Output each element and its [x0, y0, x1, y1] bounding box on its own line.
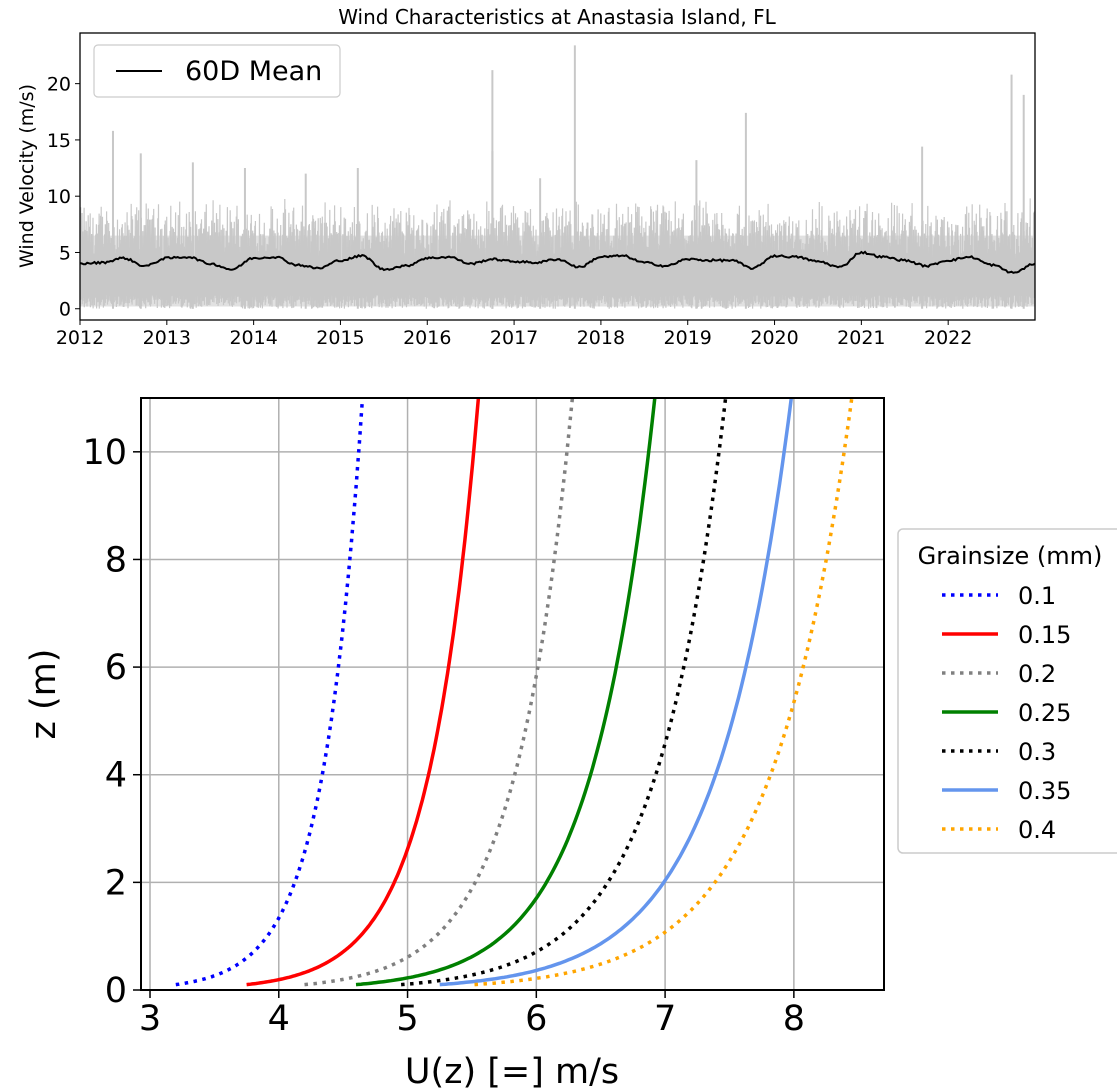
- bottom-x-tick-label: 3: [139, 999, 161, 1039]
- bottom-x-tick-label: 4: [268, 999, 290, 1039]
- bottom-axes-frame: [140, 397, 885, 991]
- bottom-x-tick-label: 8: [783, 999, 805, 1039]
- bottom-legend-title: Grainsize (mm): [918, 542, 1103, 570]
- series-grainsize-0-35: [439, 398, 794, 987]
- bottom-y-tick-label: 4: [105, 756, 127, 796]
- bottom-grid: [141, 398, 884, 991]
- series-grainsize-0-3: [400, 398, 728, 987]
- legend-label-0-3: 0.3: [1018, 738, 1056, 766]
- top-x-tick-label: 2014: [229, 327, 277, 349]
- top-legend-label: 60D Mean: [185, 56, 322, 87]
- top-x-tick-label: 2020: [750, 327, 798, 349]
- legend-label-0-35: 0.35: [1018, 777, 1071, 805]
- series-grainsize-0-15: [246, 398, 481, 987]
- series-grainsize-0-4: [474, 398, 854, 987]
- top-chart-title: Wind Characteristics at Anastasia Island…: [338, 5, 776, 29]
- bottom-y-axis-label: z (m): [24, 649, 64, 740]
- top-plot-area: [80, 45, 1035, 309]
- series-grainsize-0-25: [355, 398, 657, 987]
- top-y-axis-label: Wind Velocity (m/s): [16, 84, 38, 268]
- top-x-tick-label: 2013: [143, 327, 191, 349]
- series-grainsize-0-1: [175, 398, 365, 987]
- top-x-tick-label: 2015: [316, 327, 364, 349]
- legend-label-0-1: 0.1: [1018, 582, 1056, 610]
- series-grainsize-0-2: [304, 398, 575, 987]
- bottom-chart: 3 4 5 6 7 8 0 2 4 6 8 10 U(z) [=] m/s z (m) Grains…: [24, 397, 1117, 1090]
- bottom-legend-box: [897, 528, 1117, 854]
- series-60d-mean: [80, 250, 1035, 274]
- bottom-x-tick-label: 7: [654, 999, 676, 1039]
- top-x-tick-label: 2017: [490, 327, 538, 349]
- top-y-tick-label: 0: [59, 299, 71, 321]
- top-y-tick-label: 15: [47, 130, 71, 152]
- top-chart: Wind Characteristics at Anastasia Island…: [16, 5, 1036, 349]
- top-y-tick-label: 5: [59, 242, 71, 264]
- top-y-tick-label: 20: [47, 74, 71, 96]
- top-x-tick-label: 2022: [924, 327, 972, 349]
- raw-wind-series: [80, 198, 1035, 309]
- legend-label-0-2: 0.2: [1018, 660, 1056, 688]
- legend-label-0-15: 0.15: [1018, 621, 1071, 649]
- top-x-tick-label: 2016: [403, 327, 451, 349]
- bottom-y-ticks: 0 2 4 6 8 10: [82, 433, 141, 1011]
- bottom-legend: Grainsize (mm) 0.1 0.15 0.2 0.25 0.3 0.35 0.4: [897, 528, 1117, 854]
- legend-label-0-4: 0.4: [1018, 816, 1056, 844]
- bottom-x-axis-label: U(z) [=] m/s: [405, 1052, 619, 1090]
- top-x-tick-label: 2018: [577, 327, 625, 349]
- bottom-y-tick-label: 2: [105, 863, 127, 903]
- bottom-x-ticks: 3 4 5 6 7 8: [139, 990, 805, 1039]
- bottom-y-tick-label: 10: [82, 433, 127, 473]
- bottom-y-tick-label: 6: [105, 648, 127, 688]
- top-y-ticks: 0 5 10 15 20: [47, 74, 80, 321]
- top-x-ticks: 2012 2013 2014 2015 2016 2017 2018 2019 2020 2021…: [56, 320, 972, 349]
- top-axes-frame: [79, 32, 1036, 321]
- top-x-tick-label: 2012: [56, 327, 104, 349]
- bottom-y-tick-label: 0: [105, 971, 127, 1011]
- top-x-tick-label: 2021: [837, 327, 885, 349]
- top-y-tick-label: 10: [47, 186, 71, 208]
- bottom-y-tick-label: 8: [105, 540, 127, 580]
- bottom-x-tick-label: 5: [396, 999, 418, 1039]
- bottom-plot-area: [175, 398, 854, 987]
- top-legend-box: [93, 44, 341, 98]
- bottom-x-tick-label: 6: [525, 999, 547, 1039]
- top-legend: 60D Mean: [93, 44, 341, 98]
- top-x-tick-label: 2019: [664, 327, 712, 349]
- legend-label-0-25: 0.25: [1018, 699, 1071, 727]
